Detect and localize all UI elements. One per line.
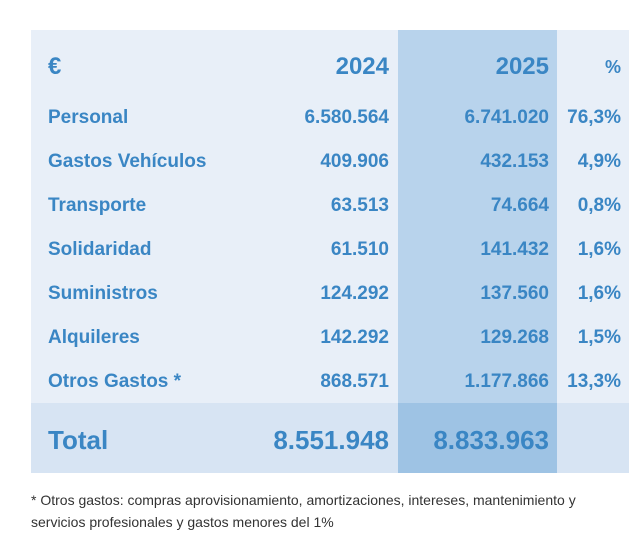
row-percent: 4,9% xyxy=(577,151,621,172)
header-percent: % xyxy=(604,57,621,77)
row-value-2024: 868.571 xyxy=(320,371,389,392)
total-label: Total xyxy=(48,425,109,455)
row-label: Suministros xyxy=(48,283,158,304)
row-label: Alquileres xyxy=(48,327,140,348)
row-percent: 1,6% xyxy=(577,239,621,260)
footnote: * Otros gastos: compras aprovisionamient… xyxy=(31,492,576,530)
table-row: Otros Gastos * 868.571 1.177.866 13,3% xyxy=(31,370,629,394)
row-label: Solidaridad xyxy=(48,239,152,260)
row-value-2024: 409.906 xyxy=(320,151,389,172)
row-label: Gastos Vehículos xyxy=(48,151,207,172)
row-percent: 0,8% xyxy=(577,195,621,216)
table-row: Alquileres 142.292 129.268 1,5% xyxy=(31,326,629,350)
row-value-2024: 6.580.564 xyxy=(304,107,389,128)
header-2025: 2025 xyxy=(495,53,549,80)
total-value-2024: 8.551.948 xyxy=(273,425,389,455)
row-percent: 1,6% xyxy=(577,283,621,304)
table-header: € 2024 2025 % xyxy=(31,51,629,83)
table-row: Transporte 63.513 74.664 0,8% xyxy=(31,194,629,218)
expense-table: € 2024 2025 % Personal 6.580.564 6.741.0… xyxy=(31,30,629,473)
table-row: Gastos Vehículos 409.906 432.153 4,9% xyxy=(31,150,629,174)
table-row: Solidaridad 61.510 141.432 1,6% xyxy=(31,238,629,262)
row-label: Otros Gastos * xyxy=(48,371,182,392)
row-value-2024: 61.510 xyxy=(330,239,389,260)
row-percent: 13,3% xyxy=(567,371,621,392)
row-value-2025: 74.664 xyxy=(490,195,549,216)
row-value-2025: 6.741.020 xyxy=(464,107,549,128)
row-value-2025: 1.177.866 xyxy=(464,371,549,392)
row-value-2024: 63.513 xyxy=(330,195,389,216)
table-row: Personal 6.580.564 6.741.020 76,3% xyxy=(31,106,629,130)
row-percent: 1,5% xyxy=(577,327,621,348)
total-row: Total 8.551.948 8.833.963 xyxy=(31,424,629,456)
row-value-2025: 137.560 xyxy=(480,283,549,304)
total-value-2025: 8.833.963 xyxy=(433,425,549,455)
row-value-2025: 141.432 xyxy=(480,239,549,260)
header-currency: € xyxy=(48,53,62,80)
row-label: Personal xyxy=(48,107,129,128)
row-percent: 76,3% xyxy=(567,107,621,128)
header-2024: 2024 xyxy=(335,53,389,80)
row-label: Transporte xyxy=(48,195,147,216)
row-value-2025: 432.153 xyxy=(480,151,549,172)
row-value-2024: 124.292 xyxy=(320,283,389,304)
total-highlight-2025 xyxy=(398,403,557,473)
table-row: Suministros 124.292 137.560 1,6% xyxy=(31,282,629,306)
row-value-2024: 142.292 xyxy=(320,327,389,348)
row-value-2025: 129.268 xyxy=(480,327,549,348)
highlight-column-2025 xyxy=(398,30,557,473)
